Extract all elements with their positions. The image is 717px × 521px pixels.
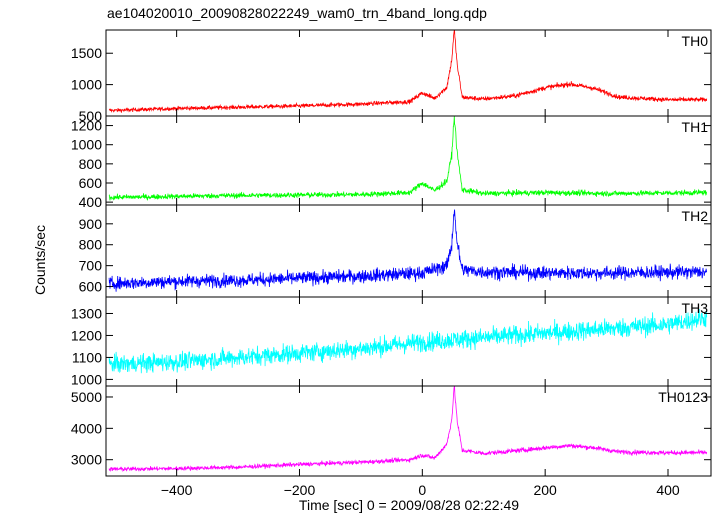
series-line-th0123 [108,386,708,472]
y-tick-label: 500 [79,108,103,124]
series-line-th0 [108,29,708,113]
y-tick-label: 1300 [71,305,102,321]
x-axis-label: Time [sec] 0 = 2009/08/28 02:22:49 [299,497,519,513]
y-tick-label: 400 [79,194,103,210]
y-tick-label: 1100 [72,349,102,365]
y-tick-label: 1000 [71,137,102,153]
series-line-th2 [108,209,708,292]
panel-label: TH0 [682,33,709,49]
x-tick-label: 400 [656,482,680,498]
panel-frame-th0123 [105,385,712,477]
y-tick-label: 5000 [71,389,102,405]
y-tick-label: 1500 [71,45,102,61]
y-tick-label: 1200 [71,118,102,134]
y-tick-label: 900 [79,216,103,232]
panels: 500 1000 1500 TH0 400 600 800 1000 1200 TH1 600 700… [71,29,712,498]
y-tick-label: 600 [79,175,103,191]
series-line-th3 [108,308,708,374]
y-axis-label: Counts/sec [32,225,48,295]
y-tick-label: 1000 [71,371,102,387]
panel-label: TH3 [682,300,709,316]
x-tick-label: −200 [284,482,316,498]
y-tick-label: 1200 [71,327,102,343]
panel-frame-th0 [105,29,712,117]
x-tick-label: 200 [533,482,557,498]
y-tick-label: 4000 [71,420,102,436]
x-tick-label: 0 [418,482,426,498]
panel-label: TH1 [682,119,709,135]
y-tick-label: 700 [79,258,103,274]
x-tick-label: −400 [161,482,193,498]
chart-title: ae104020010_20090828022249_wam0_trn_4ban… [107,5,487,21]
panel-label: TH2 [682,208,709,224]
y-tick-label: 3000 [71,452,102,468]
series-line-th1 [108,115,708,201]
y-tick-label: 1000 [71,77,102,93]
y-tick-label: 600 [79,279,103,295]
panel-label: TH0123 [658,389,708,405]
y-tick-label: 800 [79,237,103,253]
y-tick-label: 800 [79,156,103,172]
